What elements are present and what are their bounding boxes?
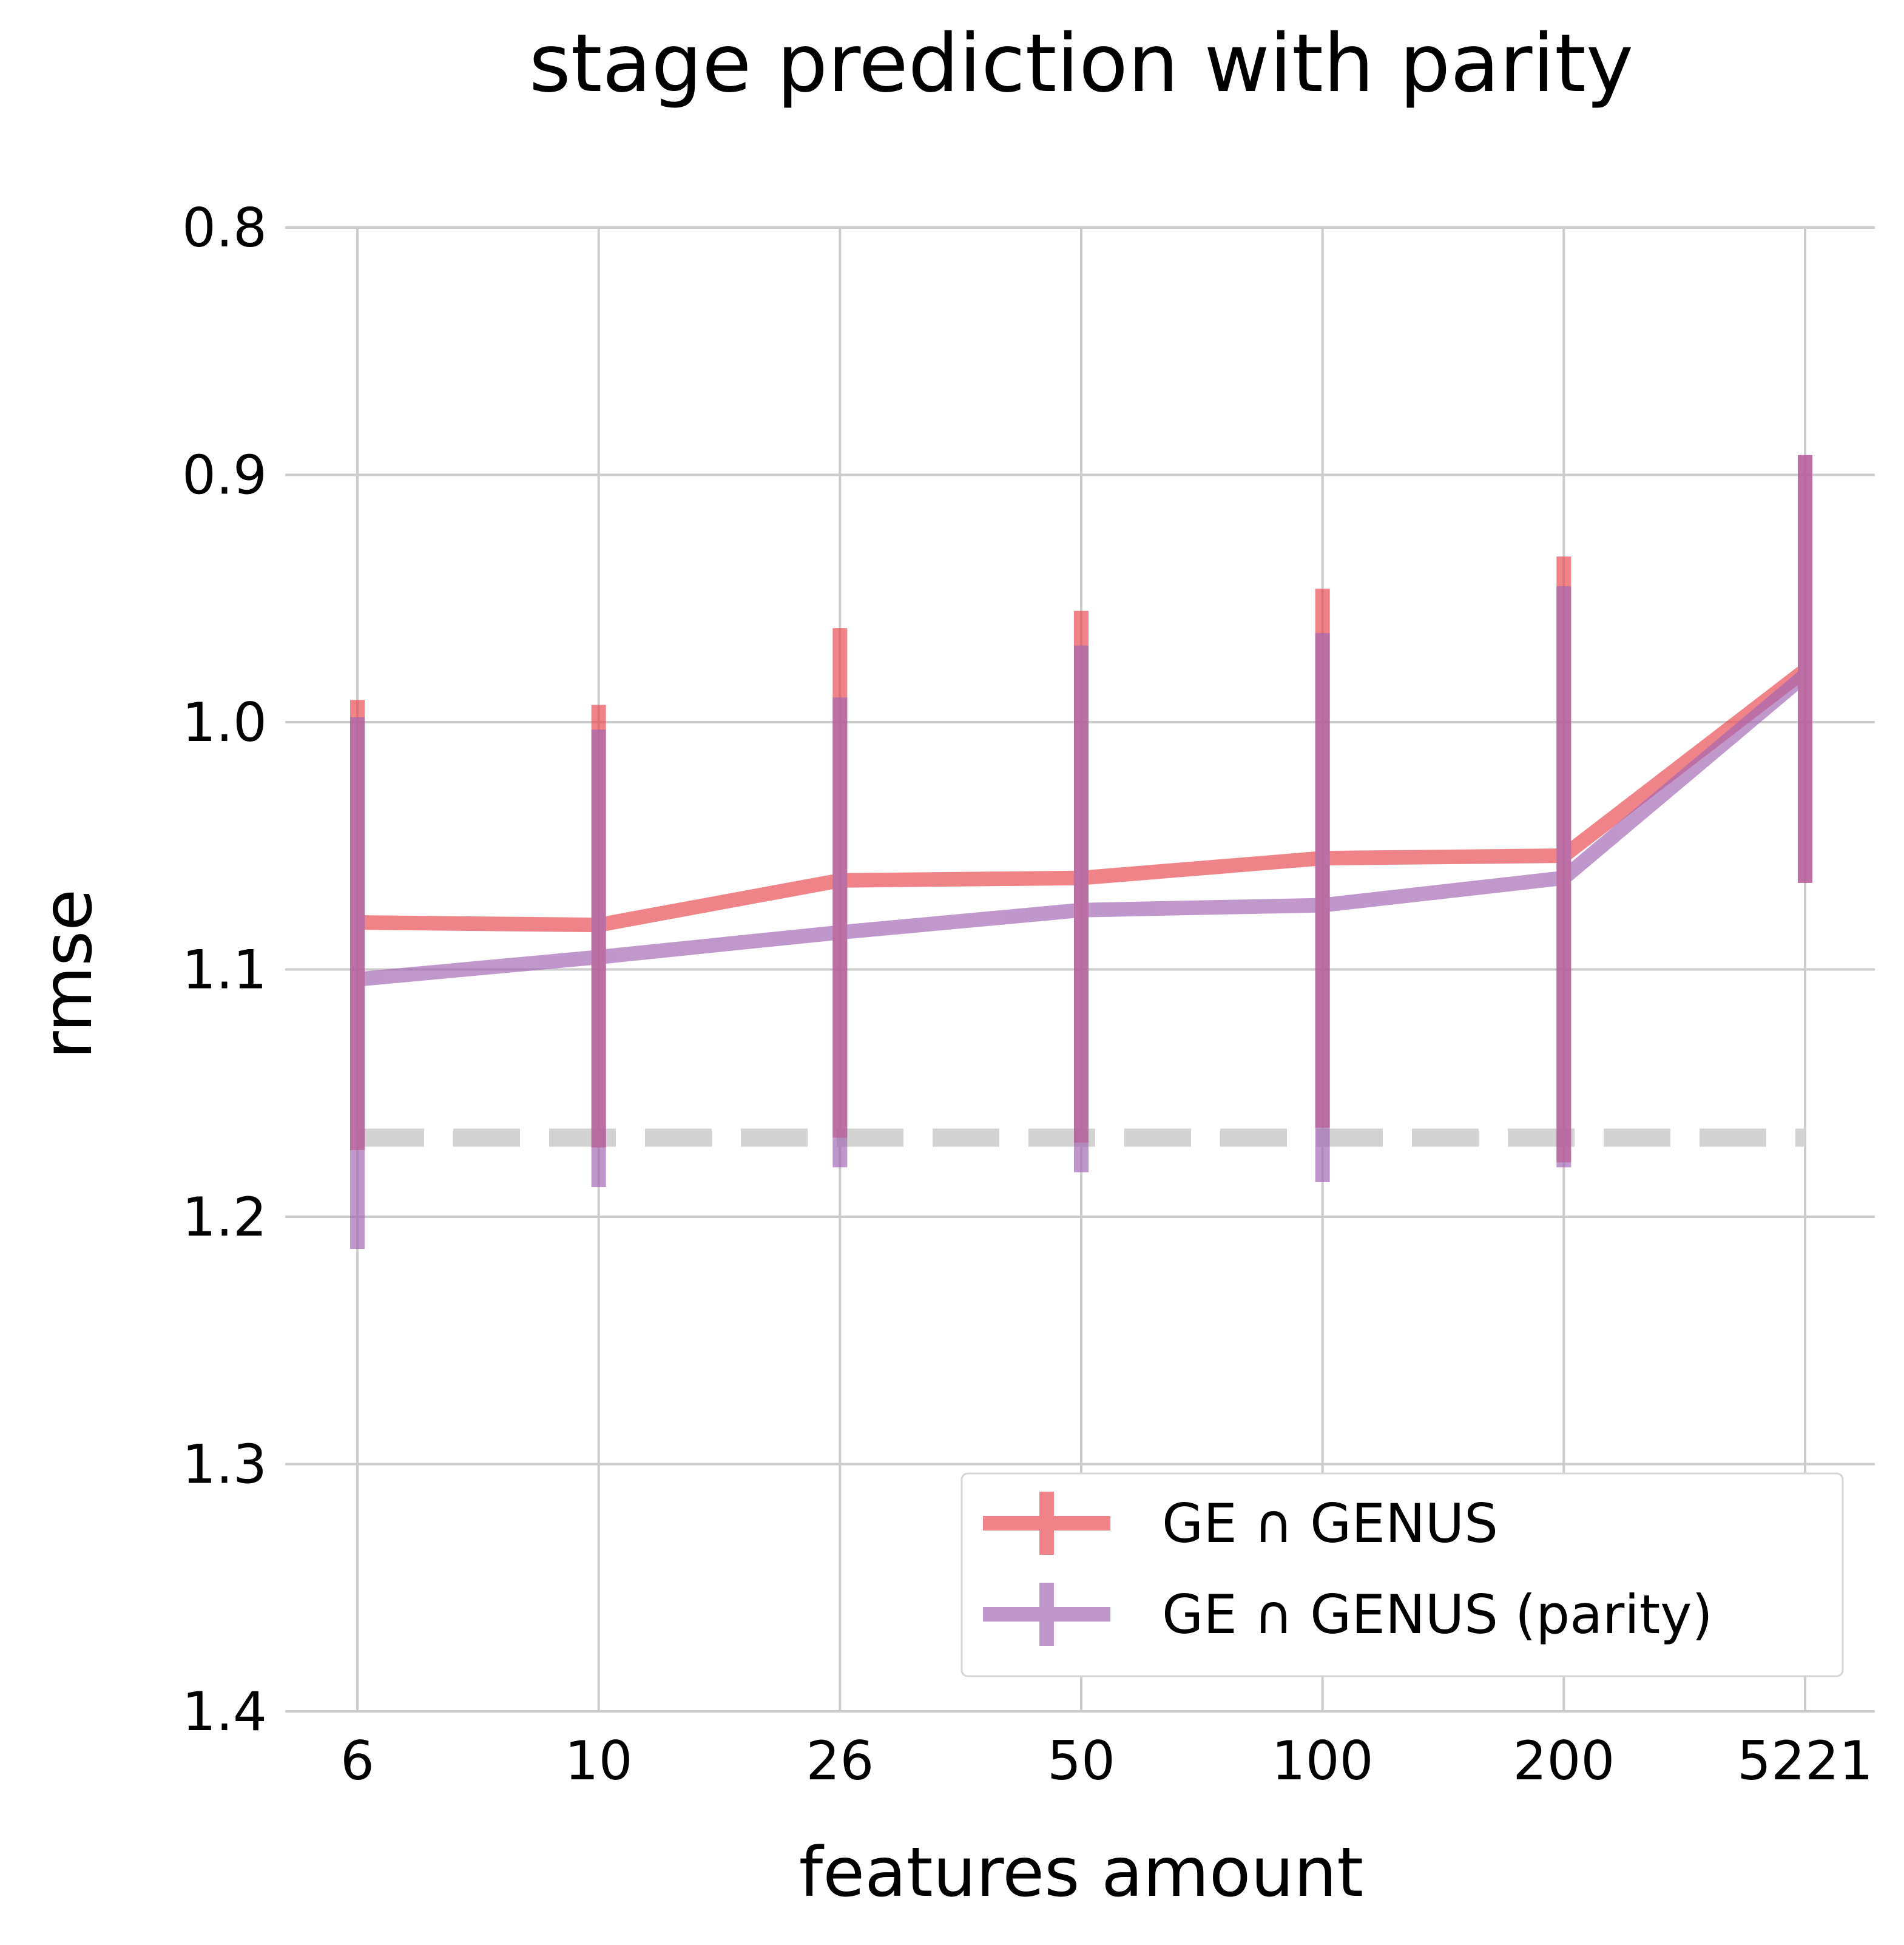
y-tick-label: 0.9 xyxy=(182,444,267,507)
x-tick-label: 200 xyxy=(1513,1730,1615,1792)
legend-label: GE ∩ GENUS xyxy=(1162,1492,1498,1555)
series-2 xyxy=(350,455,1812,1249)
y-axis-label: rmse xyxy=(29,889,107,1059)
x-tick-label: 100 xyxy=(1272,1730,1374,1792)
x-axis-label: features amount xyxy=(799,1833,1363,1912)
tick-labels: 0.8 0.9 1.0 1.1 1.2 1.3 1.4 6 10 26 50 100 200 5221 xyxy=(182,197,1873,1792)
legend-marker xyxy=(983,1492,1110,1555)
legend-box xyxy=(960,1472,1844,1677)
chart-title: stage prediction with parity xyxy=(529,17,1633,110)
x-tick-label: 10 xyxy=(565,1730,633,1792)
y-tick-label: 0.8 xyxy=(182,197,267,259)
legend-marker xyxy=(983,1583,1110,1646)
x-tick-label: 6 xyxy=(340,1730,374,1792)
series-layer xyxy=(350,455,1812,1249)
y-tick-label: 1.0 xyxy=(182,691,267,754)
legend-entries: GE ∩ GENUS GE ∩ GENUS (parity) xyxy=(983,1492,1713,1646)
legend: GE ∩ GENUS GE ∩ GENUS (parity) xyxy=(960,1472,1844,1677)
y-tick-label: 1.2 xyxy=(182,1186,267,1248)
legend-label: GE ∩ GENUS (parity) xyxy=(1162,1583,1713,1646)
y-tick-label: 1.3 xyxy=(182,1433,267,1496)
y-tick-label: 1.1 xyxy=(182,939,267,1001)
x-tick-label: 26 xyxy=(806,1730,874,1792)
y-tick-label: 1.4 xyxy=(182,1680,267,1743)
x-tick-label: 5221 xyxy=(1737,1730,1873,1792)
x-tick-label: 50 xyxy=(1047,1730,1115,1792)
